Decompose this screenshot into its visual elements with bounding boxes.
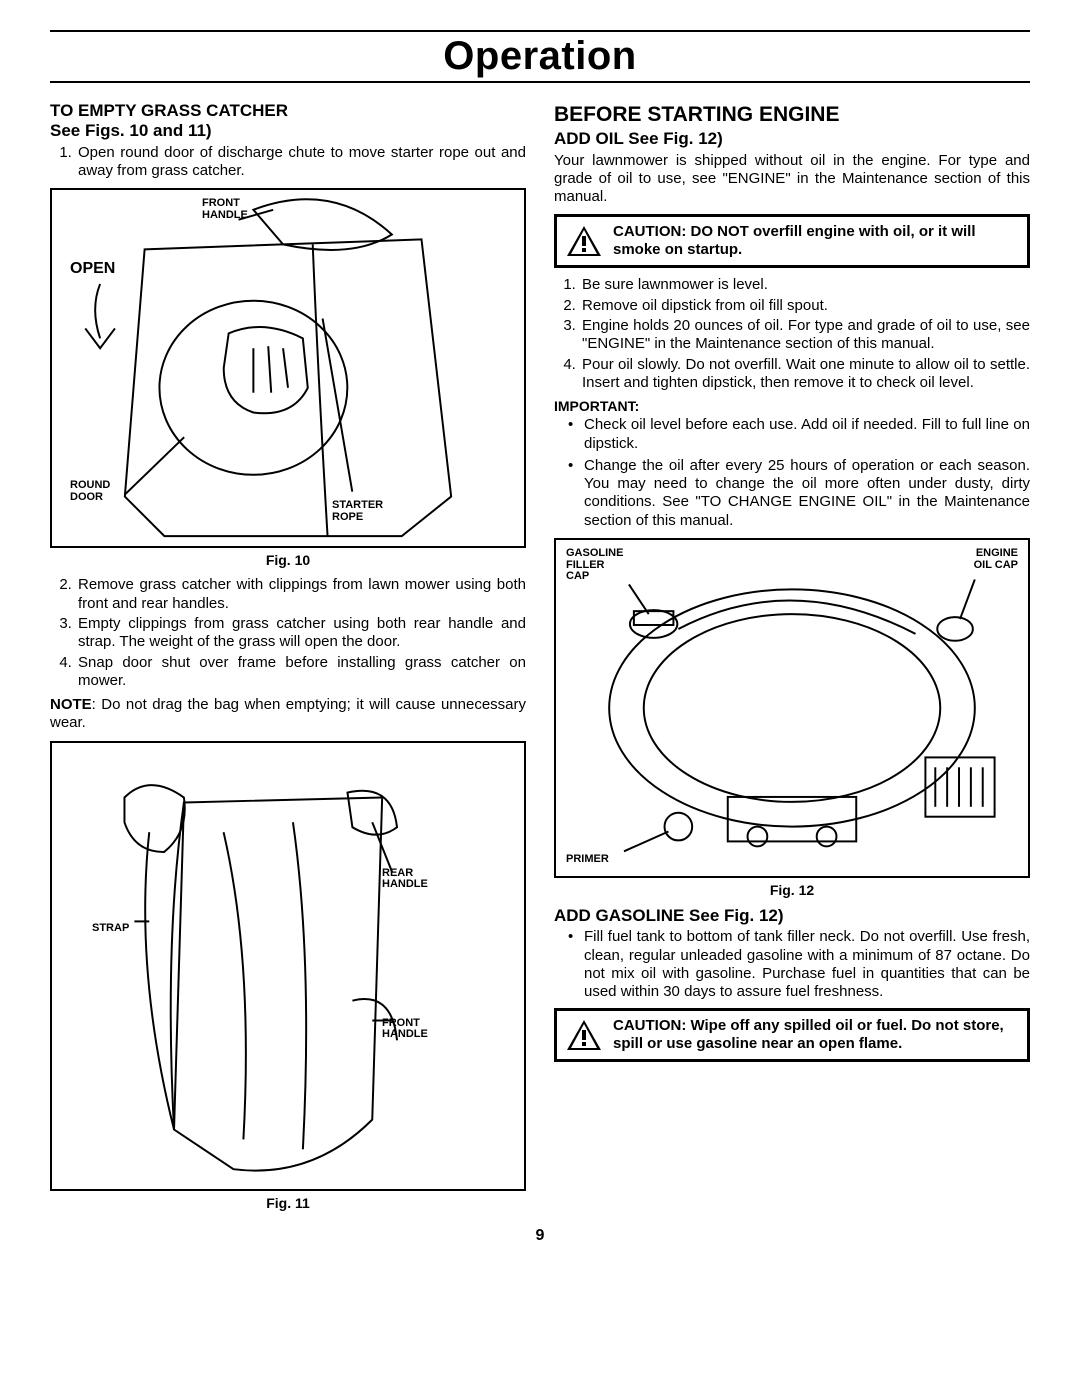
figure-12: GASOLINE FILLER CAP ENGINE OIL CAP PRIME… [554, 538, 1030, 878]
oil-steps: Be sure lawnmower is level. Remove oil d… [554, 276, 1030, 392]
note-text: NOTE: Do not drag the bag when emptying;… [50, 696, 526, 733]
page-number: 9 [50, 1227, 1030, 1245]
empty-steps-b: Remove grass catcher with clippings from… [50, 576, 526, 690]
label-strap: STRAP [92, 923, 129, 935]
important-bullets: Check oil level before each use. Add oil… [554, 416, 1030, 530]
figure-11: STRAP REAR HANDLE FRONT HANDLE [50, 741, 526, 1191]
fig12-caption: Fig. 12 [554, 882, 1030, 898]
caution-box-gas: CAUTION: Wipe off any spilled oil or fue… [554, 1008, 1030, 1062]
bottom-rule [50, 81, 1030, 83]
list-item: Engine holds 20 ounces of oil. For type … [580, 317, 1030, 354]
label-primer: PRIMER [566, 854, 609, 866]
label-rear-handle: REAR HANDLE [382, 868, 428, 891]
fig10-illustration [52, 190, 524, 546]
warning-icon [565, 1018, 603, 1052]
fig12-illustration [556, 540, 1028, 876]
top-rule [50, 30, 1030, 32]
label-front-handle: FRONT HANDLE [202, 198, 248, 221]
label-gas-cap: GASOLINE FILLER CAP [566, 548, 623, 583]
list-item: Remove oil dipstick from oil fill spout. [580, 297, 1030, 315]
important-label: IMPORTANT: [554, 398, 1030, 414]
heading-add-oil: ADD OIL See Fig. 12) [554, 129, 1030, 149]
left-column: TO EMPTY GRASS CATCHER See Figs. 10 and … [50, 99, 526, 1219]
figure-10: OPEN FRONT HANDLE ROUND DOOR STARTER ROP… [50, 188, 526, 548]
list-item: Check oil level before each use. Add oil… [568, 416, 1030, 453]
list-item: Remove grass catcher with clippings from… [76, 576, 526, 613]
heading-add-gasoline: ADD GASOLINE See Fig. 12) [554, 906, 1030, 926]
list-item: Pour oil slowly. Do not overfill. Wait o… [580, 356, 1030, 393]
page-title: Operation [50, 34, 1030, 79]
label-starter-rope: STARTER ROPE [332, 500, 383, 523]
list-item: Change the oil after every 25 hours of o… [568, 457, 1030, 530]
label-front-handle-2: FRONT HANDLE [382, 1018, 428, 1041]
list-item: Open round door of discharge chute to mo… [76, 144, 526, 181]
heading-empty-line2: See Figs. 10 and 11) [50, 121, 212, 140]
label-open: OPEN [70, 260, 115, 278]
list-item: Be sure lawnmower is level. [580, 276, 1030, 294]
caution-oil-text: CAUTION: DO NOT overfill engine with oil… [613, 223, 1019, 259]
fig11-caption: Fig. 11 [50, 1195, 526, 1211]
gasoline-bullets: Fill fuel tank to bottom of tank filler … [554, 928, 1030, 1001]
fig10-caption: Fig. 10 [50, 552, 526, 568]
two-column-layout: TO EMPTY GRASS CATCHER See Figs. 10 and … [50, 99, 1030, 1219]
right-column: BEFORE STARTING ENGINE ADD OIL See Fig. … [554, 99, 1030, 1219]
caution-gas-text: CAUTION: Wipe off any spilled oil or fue… [613, 1017, 1019, 1053]
fig11-illustration [52, 743, 524, 1189]
heading-empty-line1: TO EMPTY GRASS CATCHER [50, 101, 288, 120]
caution-box-oil: CAUTION: DO NOT overfill engine with oil… [554, 214, 1030, 268]
addoil-intro: Your lawnmower is shipped without oil in… [554, 152, 1030, 207]
heading-before-starting: BEFORE STARTING ENGINE [554, 103, 1030, 127]
warning-icon [565, 224, 603, 258]
label-round-door: ROUND DOOR [70, 480, 110, 503]
empty-steps-a: Open round door of discharge chute to mo… [50, 144, 526, 181]
list-item: Fill fuel tank to bottom of tank filler … [568, 928, 1030, 1001]
list-item: Empty clippings from grass catcher using… [76, 615, 526, 652]
list-item: Snap door shut over frame before install… [76, 654, 526, 691]
heading-empty-catcher: TO EMPTY GRASS CATCHER See Figs. 10 and … [50, 101, 526, 142]
label-oil-cap: ENGINE OIL CAP [974, 548, 1018, 571]
